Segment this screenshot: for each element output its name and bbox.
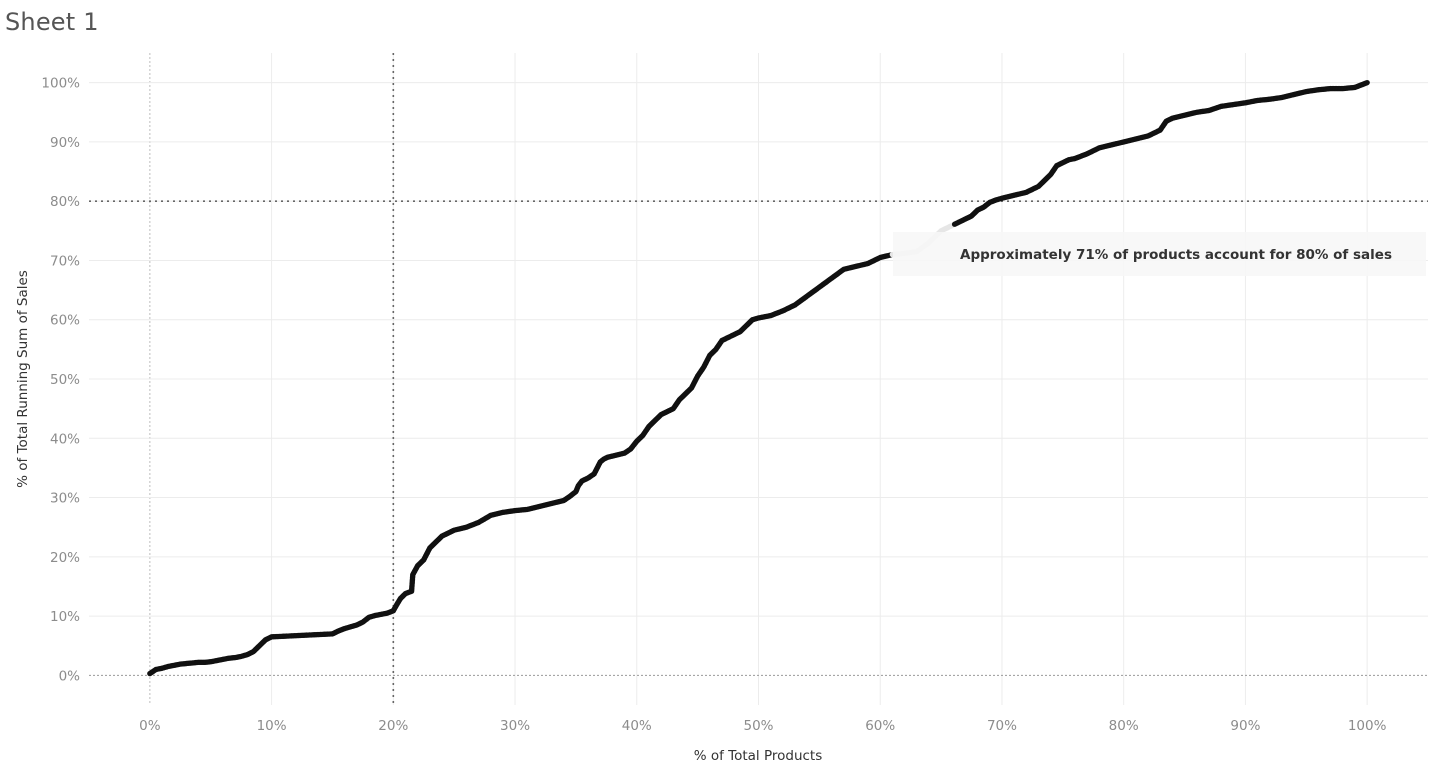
x-tick-label-7: 70% [987,718,1017,734]
x-tick-label-3: 30% [500,718,530,734]
y-tick-label-1: 10% [50,609,80,625]
y-tick-label-4: 40% [50,431,80,447]
x-tick-label-8: 80% [1109,718,1139,734]
annotation: Approximately 71% of products account fo… [893,232,1426,276]
data-point-955 [1364,79,1370,86]
y-tick-label-8: 80% [50,194,80,210]
y-tick-label-9: 90% [50,135,80,151]
y-tick-label-6: 60% [50,313,80,329]
sheet-title: Sheet 1 [5,8,99,36]
grid-y [89,82,1428,676]
x-tick-label-0: 0% [139,718,161,734]
reference-lines [89,53,1428,705]
y-axis-title: % of Total Running Sum of Sales [15,270,31,488]
x-tick-label-4: 40% [622,718,652,734]
x-tick-labels: 0% 10% 20% 30% 40% 50% 60% 70% 80% 90% 100% [139,718,1386,734]
data-points [147,79,1370,677]
y-tick-label-7: 70% [50,253,80,269]
x-tick-label-9: 90% [1230,718,1260,734]
y-tick-label-10: 100% [41,76,80,92]
y-tick-labels: 0% 10% 20% 30% 40% 50% 60% 70% 80% 90% 100% [41,76,80,685]
y-tick-label-5: 50% [50,372,80,388]
x-tick-label-1: 10% [257,718,287,734]
x-tick-label-10: 100% [1348,718,1387,734]
annotation-box [893,232,1426,276]
x-axis-title: % of Total Products [694,748,823,764]
y-tick-label-2: 20% [50,550,80,566]
x-tick-label-2: 20% [378,718,408,734]
x-tick-label-6: 60% [865,718,895,734]
annotation-text: Approximately 71% of products account fo… [960,247,1392,263]
x-tick-label-5: 50% [743,718,773,734]
y-tick-label-3: 30% [50,491,80,507]
y-tick-label-0: 0% [59,668,81,684]
